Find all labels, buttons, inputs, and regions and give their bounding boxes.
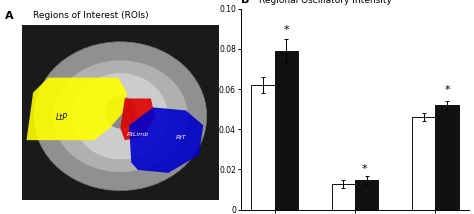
- Text: A: A: [5, 10, 13, 21]
- Bar: [332, 184, 355, 210]
- Ellipse shape: [105, 96, 136, 129]
- Bar: [412, 117, 436, 210]
- Bar: [355, 180, 378, 210]
- FancyBboxPatch shape: [22, 25, 219, 200]
- Text: RtT: RtT: [176, 135, 187, 140]
- Ellipse shape: [53, 60, 188, 172]
- Text: LtP: LtP: [55, 113, 67, 122]
- Bar: [251, 85, 274, 210]
- Text: Regional Oscillatory Intensity: Regional Oscillatory Intensity: [259, 0, 392, 4]
- Polygon shape: [129, 107, 203, 173]
- Polygon shape: [120, 98, 155, 140]
- Text: RtLimb: RtLimb: [127, 132, 149, 137]
- Text: *: *: [444, 85, 450, 95]
- Text: *: *: [362, 163, 367, 174]
- Bar: [436, 105, 459, 210]
- Polygon shape: [27, 78, 127, 140]
- Bar: [274, 51, 298, 210]
- Text: *: *: [283, 25, 289, 35]
- Text: B: B: [241, 0, 249, 4]
- Ellipse shape: [73, 73, 168, 159]
- Ellipse shape: [34, 42, 207, 190]
- Text: Regions of Interest (ROIs): Regions of Interest (ROIs): [33, 10, 149, 19]
